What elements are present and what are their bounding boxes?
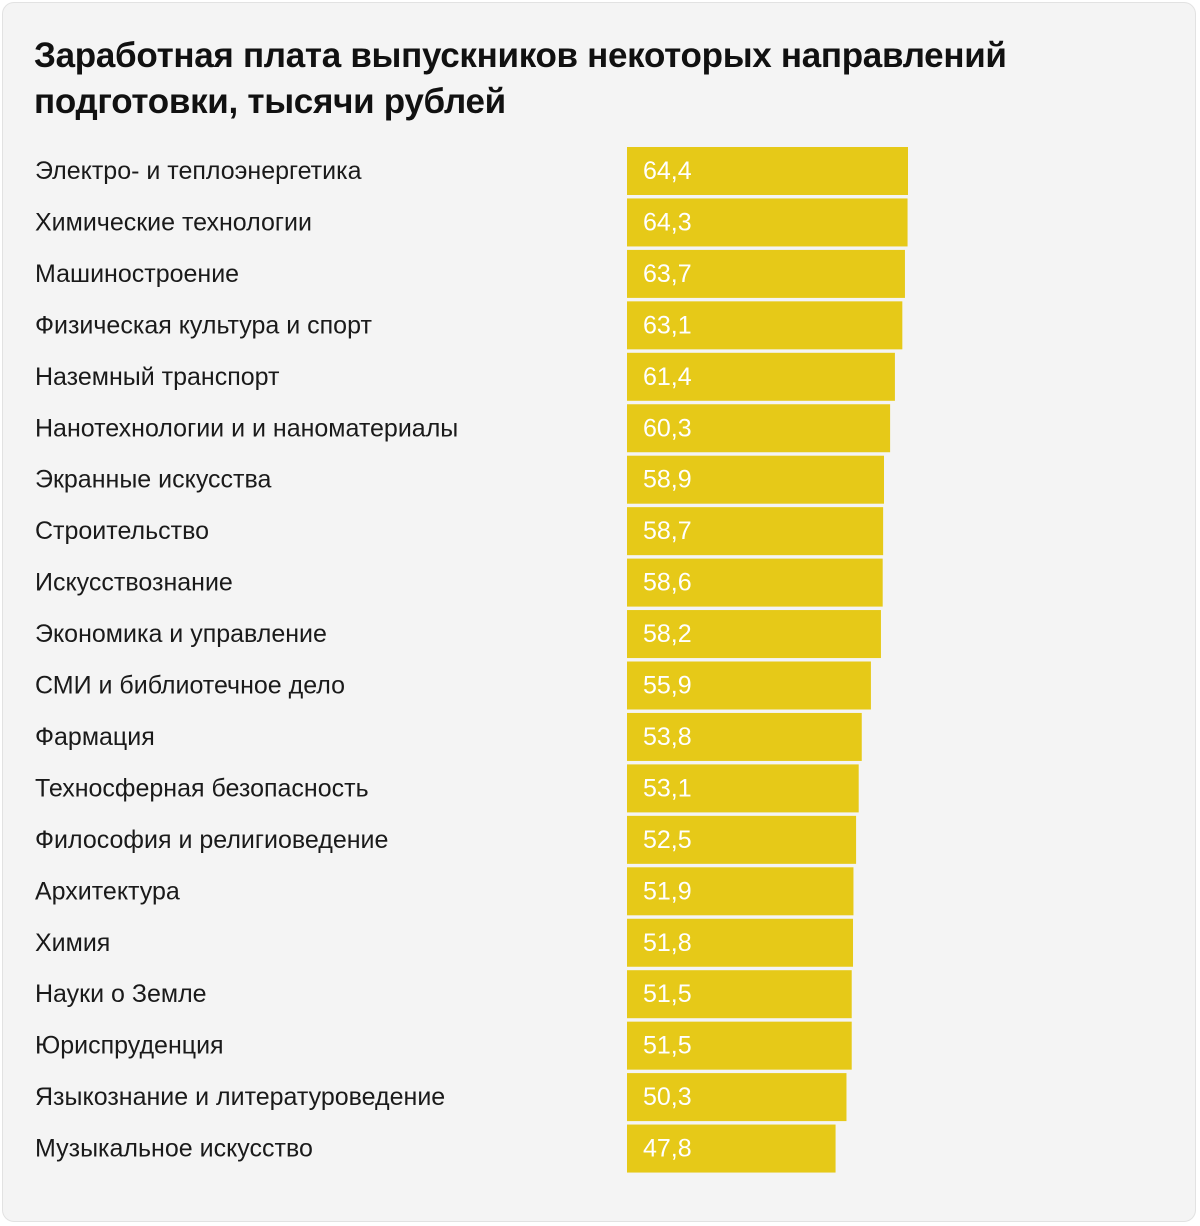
value-label: 63,7 [643, 260, 692, 288]
bar [627, 867, 854, 916]
bar-row: Философия и религиоведение 52,5 [35, 815, 857, 864]
value-label: 51,5 [643, 980, 692, 1008]
category-label: Экранные искусства [35, 466, 271, 494]
bar [627, 712, 862, 761]
bar-row: Экранные искусства 58,9 [35, 455, 885, 504]
value-label: 47,8 [643, 1135, 692, 1163]
value-label: 58,7 [643, 517, 692, 545]
bar [627, 198, 908, 247]
bar [627, 558, 883, 607]
category-label: Экономика и управление [35, 620, 327, 648]
value-label: 53,8 [643, 723, 692, 751]
value-label: 64,4 [643, 157, 692, 185]
value-label: 52,5 [643, 826, 692, 854]
category-label: Нанотехнологии и и наноматериалы [35, 414, 458, 442]
bar [627, 507, 884, 556]
bar [627, 1073, 847, 1122]
category-label: Электро- и теплоэнергетика [35, 157, 362, 185]
bar [627, 404, 891, 453]
bar [627, 815, 857, 864]
bar-row: Музыкальное искусство 47,8 [35, 1124, 836, 1173]
bar-row: Наземный транспорт 61,4 [35, 352, 895, 401]
category-label: Музыкальное искусство [35, 1135, 313, 1163]
value-label: 64,3 [643, 208, 692, 236]
bar-row: Нанотехнологии и и наноматериалы 60,3 [35, 404, 891, 453]
bar-row: СМИ и библиотечное дело 55,9 [35, 661, 871, 710]
bar [627, 610, 881, 659]
value-label: 51,9 [643, 877, 692, 905]
category-label: Наземный транспорт [35, 363, 280, 391]
value-label: 58,9 [643, 466, 692, 494]
bar [627, 970, 852, 1019]
category-label: Химические технологии [35, 208, 312, 236]
category-label: СМИ и библиотечное дело [35, 672, 345, 700]
category-label: Физическая культура и спорт [35, 311, 372, 339]
category-label: Фармация [35, 723, 155, 751]
bar [627, 918, 854, 967]
category-label: Машиностроение [35, 260, 239, 288]
bar [627, 1124, 836, 1173]
category-label: Науки о Земле [35, 980, 207, 1008]
chart-title: Заработная плата выпускников некоторых н… [34, 36, 1007, 121]
category-label: Техносферная безопасность [35, 774, 369, 802]
category-label: Юриспруденция [35, 1032, 224, 1060]
value-label: 58,2 [643, 620, 692, 648]
value-label: 63,1 [643, 311, 692, 339]
bar-row: Языкознание и литературоведение 50,3 [35, 1073, 847, 1122]
bar-row: Науки о Земле 51,5 [35, 970, 852, 1019]
value-label: 51,5 [643, 1032, 692, 1060]
category-label: Философия и религиоведение [35, 826, 388, 854]
value-label: 60,3 [643, 414, 692, 442]
value-label: 55,9 [643, 672, 692, 700]
bar [627, 352, 895, 401]
bar [627, 1021, 852, 1070]
bar-row: Машиностроение 63,7 [35, 249, 905, 298]
category-label: Химия [35, 929, 110, 957]
bar-row: Юриспруденция 51,5 [35, 1021, 852, 1070]
bar-row: Техносферная безопасность 53,1 [35, 764, 859, 813]
value-label: 50,3 [643, 1083, 692, 1111]
bar [627, 455, 885, 504]
bar-row: Архитектура 51,9 [35, 867, 854, 916]
bar [627, 764, 859, 813]
value-label: 58,6 [643, 569, 692, 597]
category-label: Архитектура [35, 877, 180, 905]
bar-row: Физическая культура и спорт 63,1 [35, 301, 903, 350]
bar-row: Строительство 58,7 [35, 507, 884, 556]
bar-row: Химические технологии 64,3 [35, 198, 908, 247]
category-label: Языкознание и литературоведение [35, 1083, 445, 1111]
bar-row: Электро- и теплоэнергетика 64,4 [35, 147, 908, 195]
bar [627, 249, 905, 298]
value-label: 61,4 [643, 363, 692, 391]
category-label: Строительство [35, 517, 209, 545]
bar-row: Химия 51,8 [35, 918, 854, 967]
bar [627, 661, 871, 710]
bar [627, 147, 908, 195]
category-label: Искусствознание [35, 569, 233, 597]
bar [627, 301, 903, 350]
value-label: 53,1 [643, 774, 692, 802]
value-label: 51,8 [643, 929, 692, 957]
bar-row: Фармация 53,8 [35, 712, 862, 761]
bar-row: Искусствознание 58,6 [35, 558, 883, 607]
bar-row: Экономика и управление 58,2 [35, 610, 881, 659]
